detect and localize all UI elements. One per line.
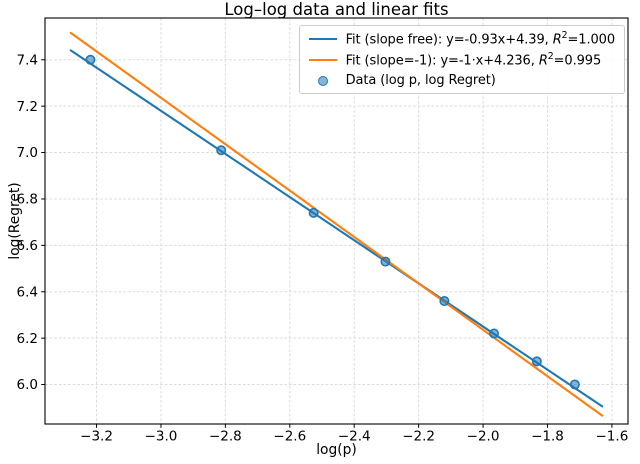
y-tick-label: 7.2 (17, 99, 38, 115)
y-tick-label: 6.2 (17, 331, 38, 347)
y-axis-label: log(Regret) (7, 182, 23, 260)
y-tick-label: 6.4 (17, 284, 38, 300)
legend-item-label: Fit (slope=-1): y=-1·x+4.236, R2=0.995 (345, 50, 602, 69)
r-squared-symbol: R (538, 53, 548, 69)
axes-frame (44, 17, 629, 425)
r-squared-symbol: R (552, 32, 562, 48)
legend: Fit (slope free): y=-0.93x+4.39, R2=1.00… (298, 25, 625, 94)
legend-swatch (308, 58, 337, 61)
x-tick-label: −2.6 (273, 429, 306, 445)
series-fit-slope-minus-one (69, 31, 604, 417)
chart-title: Log–log data and linear fits (224, 0, 449, 19)
x-tick-label: −3.0 (145, 429, 178, 445)
legend-line-swatch (308, 37, 337, 40)
y-tick-label: 6.6 (17, 238, 38, 254)
y-tick-label: 7.4 (17, 52, 38, 68)
legend-marker-swatch (317, 75, 328, 86)
series-fit-slope-free (69, 49, 604, 408)
x-tick-label: −2.8 (209, 429, 242, 445)
data-point (216, 145, 227, 156)
legend-item: Data (log p, log Regret) (309, 72, 615, 89)
y-tick-label: 6.0 (17, 377, 38, 393)
x-tick-label: −2.4 (338, 429, 371, 445)
y-tick-label: 6.8 (17, 192, 38, 208)
data-point (531, 356, 542, 367)
x-axis-label: log(p) (316, 442, 357, 458)
legend-line-swatch (308, 58, 337, 61)
data-point (569, 379, 580, 390)
x-tick-label: −1.6 (596, 429, 629, 445)
data-point (489, 328, 500, 339)
y-tick-label: 7.0 (17, 145, 38, 161)
x-tick-label: −3.2 (80, 429, 113, 445)
data-point (439, 296, 450, 307)
x-tick-label: −1.8 (531, 429, 564, 445)
legend-item-label: Fit (slope free): y=-0.93x+4.39, R2=1.00… (345, 29, 616, 48)
data-point (308, 207, 319, 218)
x-tick-label: −2.0 (467, 429, 500, 445)
legend-item: Fit (slope free): y=-0.93x+4.39, R2=1.00… (308, 29, 616, 48)
legend-item-label: Data (log p, log Regret) (345, 73, 496, 88)
x-tick-label: −2.2 (402, 429, 435, 445)
legend-item: Fit (slope=-1): y=-1·x+4.236, R2=0.995 (308, 50, 615, 69)
data-point (85, 54, 96, 65)
legend-swatch (308, 37, 337, 40)
legend-swatch (309, 75, 337, 86)
data-point (380, 256, 391, 267)
